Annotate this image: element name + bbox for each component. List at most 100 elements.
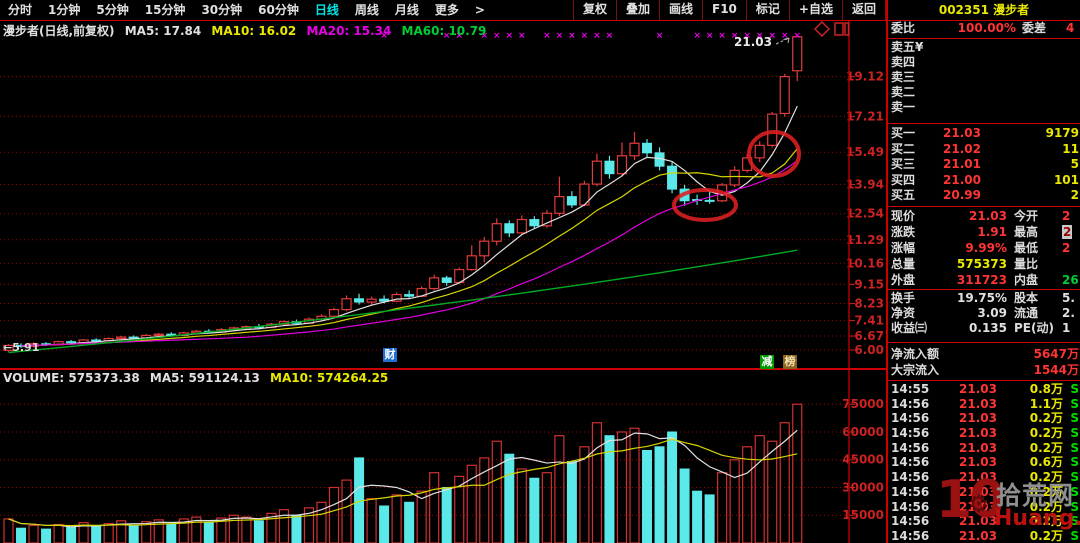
kline-ma60-value: MA60: 10.79 xyxy=(401,24,487,38)
svg-text:×: × xyxy=(731,31,739,41)
trade-time: 14:56 xyxy=(891,440,930,455)
trade-price: 21.03 xyxy=(959,455,997,470)
sell-queue: 卖五 ¥ 卖四 卖三 卖二 卖一 xyxy=(888,40,1080,115)
trade-row-6[interactable]: 14:56 21.03 0.2万 S xyxy=(888,470,1080,485)
period-item-1[interactable]: 1分钟 xyxy=(48,2,81,17)
sell-price xyxy=(923,40,1079,55)
svg-text:×: × xyxy=(593,31,601,41)
event-badge-reduction[interactable]: 减 xyxy=(760,355,774,369)
svg-text:×: × xyxy=(518,31,526,41)
fund-value-1: 19.75% xyxy=(957,291,1007,305)
stat-value-1: 1.91 xyxy=(977,225,1007,239)
buy-label: 买四 xyxy=(891,172,916,187)
period-item-6[interactable]: 日线 xyxy=(314,2,339,17)
toolbar-button-1[interactable]: 叠加 xyxy=(615,0,659,20)
trade-row-7[interactable]: 14:56 21.03 0.2万 S xyxy=(888,485,1080,500)
trade-row-1[interactable]: 14:56 21.03 1.1万 S xyxy=(888,397,1080,412)
toolbar-button-3[interactable]: F10 xyxy=(702,0,746,20)
toolbar-button-5[interactable]: +自选 xyxy=(788,0,842,20)
volume-value: VOLUME: 575373.38 xyxy=(3,371,140,385)
svg-text:×: × xyxy=(706,31,714,41)
fund-value-1: 3.09 xyxy=(977,306,1007,320)
trade-row-9[interactable]: 14:56 21.03 0.2万 S xyxy=(888,514,1080,529)
svg-text:30000: 30000 xyxy=(842,480,884,494)
weibi-label: 委比 xyxy=(891,21,916,35)
stat-row-1: 涨跌 1.91 最高 2 xyxy=(888,224,1080,240)
trade-row-4[interactable]: 14:56 21.03 0.2万 S xyxy=(888,441,1080,456)
svg-text:6.67: 6.67 xyxy=(854,329,884,343)
kline-chart-region[interactable]: 19.12 17.21 15.49 13.94 12.54 11.29 10.16 9.15 8… xyxy=(0,20,886,543)
stat-row-2: 涨幅 9.99% 最低 2 xyxy=(888,240,1080,256)
svg-text:9.15: 9.15 xyxy=(854,277,884,291)
period-item-3[interactable]: 15分钟 xyxy=(144,2,186,17)
period-item-10[interactable]: > xyxy=(474,2,485,17)
kline-volume-canvas[interactable]: 19.12 17.21 15.49 13.94 12.54 11.29 10.16 9.15 8… xyxy=(0,20,886,543)
svg-text:15000: 15000 xyxy=(842,508,884,522)
fund-label-2: 股本 xyxy=(1014,291,1039,305)
svg-text:45000: 45000 xyxy=(842,453,884,467)
trade-direction: S xyxy=(1070,382,1079,396)
period-item-9[interactable]: 更多 xyxy=(434,2,459,17)
svg-text:×: × xyxy=(756,31,764,41)
trade-time: 14:56 xyxy=(891,514,930,529)
period-item-5[interactable]: 60分钟 xyxy=(258,2,299,17)
stat-label-2: 内盘 xyxy=(1014,273,1039,287)
toolbar-button-0[interactable]: 复权 xyxy=(572,0,616,20)
svg-text:×: × xyxy=(455,31,463,41)
period-item-4[interactable]: 30分钟 xyxy=(201,2,243,17)
trade-volume: 0.2万 xyxy=(1029,528,1063,543)
trade-time: 14:55 xyxy=(891,382,930,396)
buy-price: 20.99 xyxy=(943,188,982,202)
sell-label: 卖五 xyxy=(891,40,916,54)
svg-text:×: × xyxy=(380,31,388,41)
period-item-0[interactable]: 分时 xyxy=(8,2,33,17)
buy-price: 21.00 xyxy=(943,172,982,187)
trade-price: 21.03 xyxy=(959,411,997,426)
trade-row-3[interactable]: 14:56 21.03 0.2万 S xyxy=(888,426,1080,441)
trade-row-8[interactable]: 14:56 21.03 0.2万 S xyxy=(888,500,1080,515)
svg-text:17.21: 17.21 xyxy=(846,109,884,123)
toolbar-button-4[interactable]: 标记 xyxy=(745,0,789,20)
period-item-2[interactable]: 5分钟 xyxy=(96,2,129,17)
trade-row-2[interactable]: 14:56 21.03 0.2万 S xyxy=(888,411,1080,426)
trade-row-5[interactable]: 14:56 21.03 0.6万 S xyxy=(888,455,1080,470)
chart-peak-price-label: 21.03 xyxy=(734,35,772,49)
buy-price: 21.02 xyxy=(943,141,982,156)
buy-price: 21.01 xyxy=(943,157,982,171)
stat-value-2: 2 xyxy=(1060,224,1079,240)
stat-label-1: 涨跌 xyxy=(891,225,916,239)
volume-indicator-header: VOLUME: 575373.38 MA5: 591124.13 MA10: 5… xyxy=(3,371,394,385)
period-item-8[interactable]: 月线 xyxy=(394,2,419,17)
sell-price xyxy=(915,85,1079,100)
sell-price xyxy=(915,100,1079,115)
news-badge-finance[interactable]: 财 xyxy=(383,348,397,362)
event-badge-ranking[interactable]: 榜 xyxy=(783,355,797,369)
svg-text:11.29: 11.29 xyxy=(846,233,884,247)
stock-name: 漫步者 xyxy=(993,3,1030,17)
trade-volume: 0.2万 xyxy=(1029,440,1063,455)
fund-label-1: 净资 xyxy=(891,306,916,320)
svg-text:15.49: 15.49 xyxy=(846,145,884,159)
top-menu-bar: 分时 1分钟 5分钟 15分钟 30分钟 60分钟 日线 周线 月线 更多 > 复权 叠加 画线 F10 标… xyxy=(0,0,886,21)
flow-value: 1544万 xyxy=(1033,363,1079,377)
buy-row-3: 买三 21.01 5 xyxy=(888,157,1080,173)
panel-divider xyxy=(888,342,1080,343)
trade-row-10[interactable]: 14:56 21.03 0.2万 S xyxy=(888,529,1080,543)
sell-label: 卖四 xyxy=(891,55,916,69)
toolbar-button-6[interactable]: 返回 xyxy=(841,0,886,20)
trade-direction: S xyxy=(1070,440,1079,455)
flow-label: 大宗流入 xyxy=(891,363,940,377)
toolbar-button-2[interactable]: 画线 xyxy=(658,0,702,20)
kline-ma20-value: MA20: 15.34 xyxy=(306,24,392,38)
period-item-7[interactable]: 周线 xyxy=(354,2,379,17)
stock-code: 002351 xyxy=(938,3,989,17)
fund-value-2: 2. xyxy=(1062,306,1075,320)
panel-divider xyxy=(888,206,1080,207)
trade-row-0[interactable]: 14:55 21.03 0.8万 S xyxy=(888,382,1080,397)
trade-time: 14:56 xyxy=(891,426,930,441)
trade-volume: 0.2万 xyxy=(1029,514,1063,529)
stat-value-1: 311723 xyxy=(956,273,1007,287)
tick-trade-list[interactable]: 14:55 21.03 0.8万 S 14:56 21.03 1.1万 S 14:56 21.03… xyxy=(888,382,1080,543)
chart-low-price-label: ←5.91 xyxy=(3,341,40,354)
svg-text:8.23: 8.23 xyxy=(854,297,884,311)
